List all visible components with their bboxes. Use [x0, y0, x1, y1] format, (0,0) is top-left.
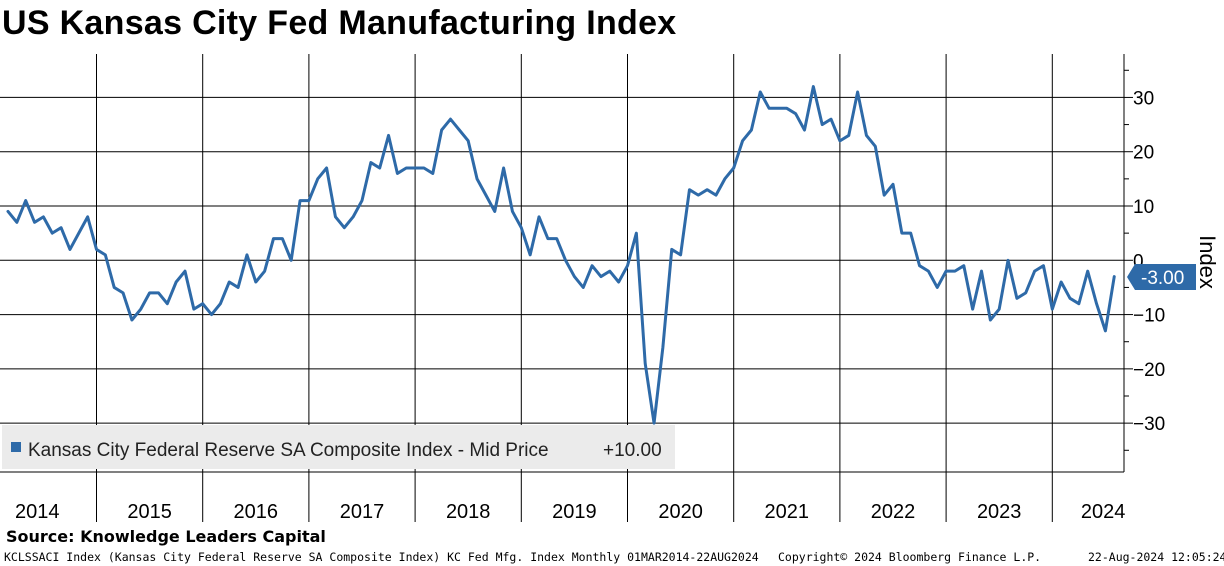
legend-box	[2, 425, 675, 469]
data-series	[6, 85, 1116, 425]
x-tick-label-2014: 2014	[15, 501, 60, 523]
x-tick-label-2015: 2015	[127, 501, 172, 523]
legend-swatch	[11, 442, 21, 452]
last-value-label: -3.00	[1141, 268, 1184, 289]
x-tick-label-2017: 2017	[340, 501, 385, 523]
x-tick-label-2016: 2016	[234, 501, 279, 523]
y-axis-label: Index	[1195, 235, 1220, 289]
x-tick-label-2019: 2019	[552, 501, 597, 523]
x-tick-label-2018: 2018	[446, 501, 491, 523]
last-value-tag	[1127, 264, 1196, 290]
vertical-gridlines	[96, 54, 1053, 522]
footer-ticker-info: KCLSSACI Index (Kansas City Federal Rese…	[4, 550, 759, 564]
y-ticks: −30 −20 −10 0 10 20 30	[1124, 69, 1165, 451]
axes	[0, 54, 1125, 473]
series-line-kc-fed-composite	[6, 85, 1116, 425]
legend-label: Kansas City Federal Reserve SA Composite…	[28, 440, 549, 461]
horizontal-gridlines	[0, 96, 1124, 424]
footer-copyright: Copyright© 2024 Bloomberg Finance L.P.	[778, 550, 1042, 564]
y-tick-label--20: −20	[1133, 360, 1165, 381]
footer-timestamp: 22-Aug-2024 12:05:24	[1088, 550, 1224, 564]
x-tick-label-2023: 2023	[977, 501, 1022, 523]
y-tick-label-30: 30	[1133, 88, 1154, 109]
x-tick-label-2021: 2021	[765, 501, 810, 523]
y-tick-label-0: 0	[1133, 251, 1144, 272]
y-tick-label--30: −30	[1133, 414, 1165, 435]
y-tick-label--10: −10	[1133, 306, 1165, 327]
legend-value: +10.00	[603, 440, 662, 461]
x-tick-label-2022: 2022	[871, 501, 916, 523]
legend: Kansas City Federal Reserve SA Composite…	[2, 425, 675, 469]
last-value-marker: -3.00	[1127, 264, 1196, 290]
y-tick-label-20: 20	[1133, 143, 1154, 164]
y-tick-label-10: 10	[1133, 197, 1154, 218]
x-tick-label-2024: 2024	[1081, 501, 1126, 523]
x-tick-labels: 2014 2015 2016 2017 2018 2019 2020 2021 2022 2023…	[15, 501, 1125, 523]
x-tick-label-2020: 2020	[658, 501, 703, 523]
source-note: Source: Knowledge Leaders Capital	[6, 527, 326, 546]
chart-title: US Kansas City Fed Manufacturing Index	[2, 4, 677, 42]
